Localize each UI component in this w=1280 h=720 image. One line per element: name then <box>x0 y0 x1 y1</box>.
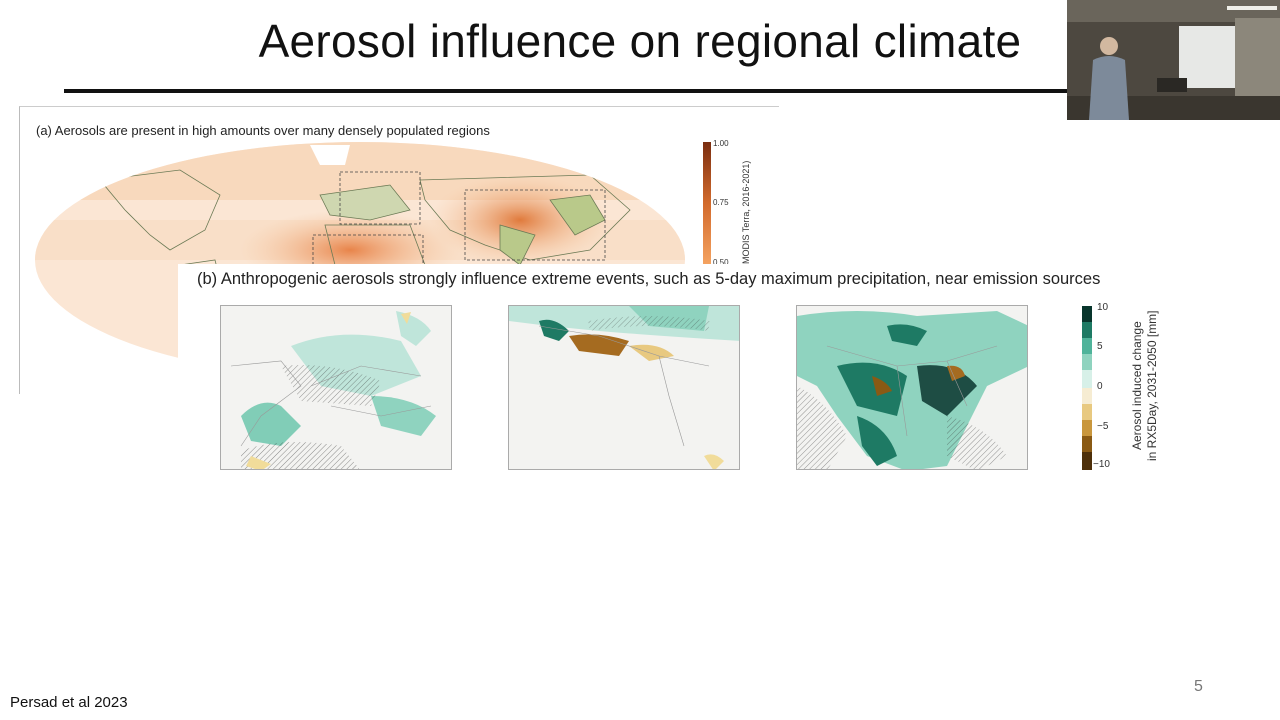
south-east-asia-map <box>796 305 1028 470</box>
rx5day-colorbar-label: Aerosol induced change in RX5Day, 2031-2… <box>1130 300 1160 472</box>
rx5day-tick-minus5: −5 <box>1097 421 1109 432</box>
aod-colorbar-label: MODIS Terra, 2016-2021) <box>741 160 751 264</box>
panel-a-caption: (a) Aerosols are present in high amounts… <box>36 123 490 138</box>
west-africa-map <box>508 305 740 470</box>
presenter-webcam <box>1067 0 1280 120</box>
aod-tick-1: 1.00 <box>713 139 729 148</box>
slide-number: 5 <box>1194 678 1203 695</box>
citation: Persad et al 2023 <box>10 694 128 711</box>
rx5day-tick-0: 0 <box>1097 381 1103 392</box>
rx5day-tick-10: 10 <box>1097 302 1109 313</box>
presenter-video-frame <box>1067 0 1280 120</box>
title-divider <box>64 89 1280 93</box>
rx5day-label-line1: Aerosol induced change <box>1130 321 1144 451</box>
rx5day-colorbar <box>1082 306 1092 470</box>
slide-title: Aerosol influence on regional climate <box>258 15 1022 67</box>
rx5day-label-line2: in RX5Day, 2031-2050 [mm] <box>1145 310 1159 462</box>
aod-tick-3: 0.50 <box>713 258 729 267</box>
aod-tick-2: 0.75 <box>713 198 729 207</box>
panel-b-caption: (b) Anthropogenic aerosols strongly infl… <box>197 270 1101 288</box>
aod-colorbar <box>703 142 711 264</box>
rx5day-tick-minus10: −10 <box>1093 459 1110 470</box>
rx5day-tick-5: 5 <box>1097 341 1103 352</box>
europe-map <box>220 305 452 470</box>
